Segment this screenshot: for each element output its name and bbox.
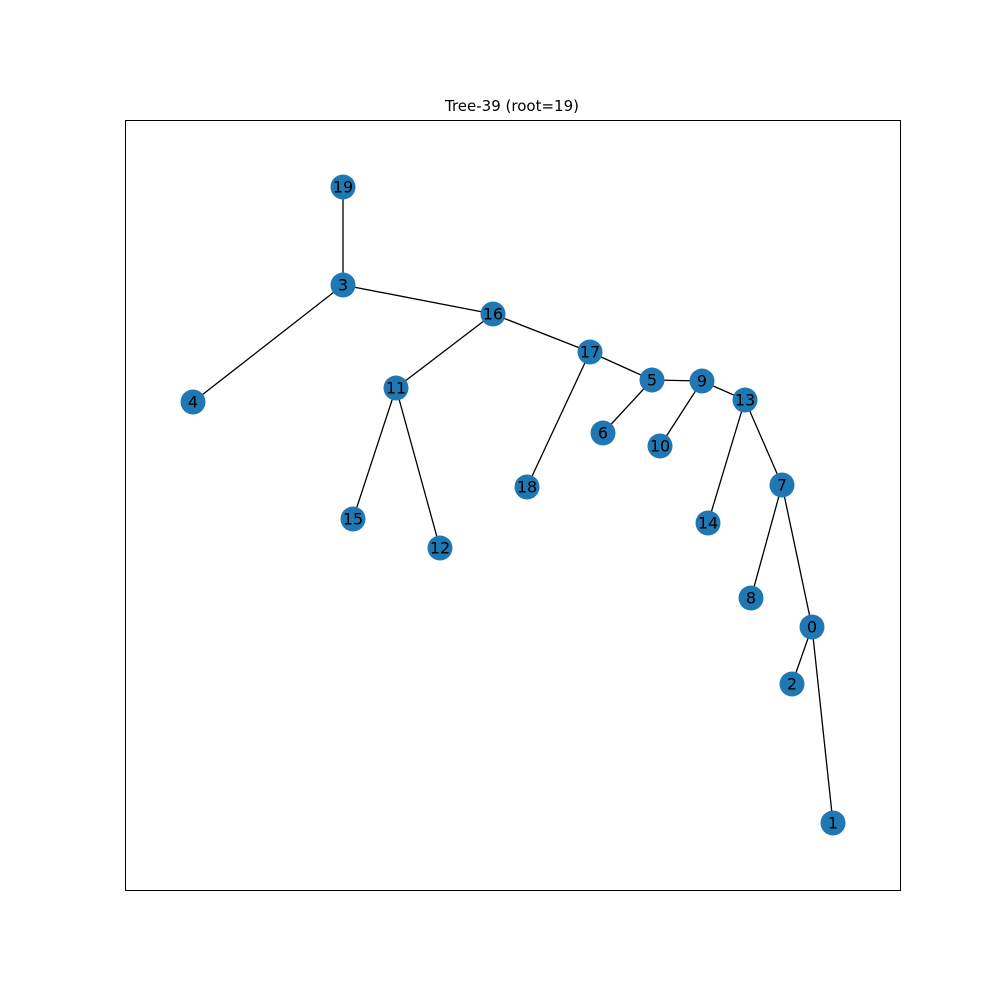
node-circle <box>340 506 366 532</box>
node-circle <box>330 174 356 200</box>
node-label: 7 <box>777 476 787 495</box>
node-circle <box>180 389 206 415</box>
node-label: 15 <box>343 510 363 529</box>
node-4: 4 <box>180 389 206 415</box>
edge-11-15 <box>352 387 397 520</box>
node-label: 16 <box>483 305 503 324</box>
edge-7-8 <box>750 484 783 599</box>
node-7: 7 <box>769 472 795 498</box>
node-14: 14 <box>695 510 721 536</box>
edge-3-4 <box>192 284 344 403</box>
node-10: 10 <box>647 433 673 459</box>
node-17: 17 <box>577 339 603 365</box>
node-circle <box>330 272 356 298</box>
node-2: 2 <box>779 671 805 697</box>
node-circle <box>695 510 721 536</box>
node-label: 18 <box>517 478 537 497</box>
node-label: 19 <box>333 178 353 197</box>
axes-frame <box>125 120 901 891</box>
edge-9-10 <box>659 380 703 447</box>
node-label: 11 <box>386 379 406 398</box>
node-12: 12 <box>427 535 453 561</box>
node-9: 9 <box>689 368 715 394</box>
node-label: 3 <box>338 276 348 295</box>
node-label: 2 <box>787 675 797 694</box>
node-11: 11 <box>383 375 409 401</box>
node-1: 1 <box>820 810 846 836</box>
node-15: 15 <box>340 506 366 532</box>
node-label: 14 <box>698 514 718 533</box>
edge-13-14 <box>707 399 746 524</box>
node-circle <box>590 420 616 446</box>
node-label: 5 <box>647 371 657 390</box>
node-circle <box>799 614 825 640</box>
node-circle <box>732 387 758 413</box>
node-circle <box>514 474 540 500</box>
node-label: 17 <box>580 343 600 362</box>
node-label: 0 <box>807 618 817 637</box>
node-6: 6 <box>590 420 616 446</box>
node-label: 4 <box>188 393 198 412</box>
node-circle <box>820 810 846 836</box>
node-circle <box>738 585 764 611</box>
edge-7-0 <box>781 484 813 628</box>
node-label: 8 <box>746 589 756 608</box>
edge-17-18 <box>526 351 591 488</box>
node-circle <box>427 535 453 561</box>
node-18: 18 <box>514 474 540 500</box>
node-5: 5 <box>639 367 665 393</box>
node-3: 3 <box>330 272 356 298</box>
nodes-layer: 19 3 4 16 11 15 12 17 18 5 6 9 10 13 14 7 8 0 2 1 <box>180 174 846 836</box>
node-circle <box>639 367 665 393</box>
node-circle <box>480 301 506 327</box>
node-circle <box>769 472 795 498</box>
edge-13-7 <box>744 399 783 486</box>
node-13: 13 <box>732 387 758 413</box>
node-label: 13 <box>735 391 755 410</box>
node-label: 10 <box>650 437 670 456</box>
edge-16-17 <box>492 313 591 353</box>
node-circle <box>779 671 805 697</box>
node-circle <box>577 339 603 365</box>
node-19: 19 <box>330 174 356 200</box>
node-16: 16 <box>480 301 506 327</box>
node-label: 1 <box>828 814 838 833</box>
edge-0-1 <box>811 626 834 824</box>
edges-layer <box>192 187 834 824</box>
node-8: 8 <box>738 585 764 611</box>
node-label: 12 <box>430 539 450 558</box>
node-0: 0 <box>799 614 825 640</box>
node-label: 6 <box>598 424 608 443</box>
edge-11-12 <box>395 387 441 549</box>
node-circle <box>383 375 409 401</box>
node-circle <box>647 433 673 459</box>
edge-3-16 <box>342 284 494 315</box>
edge-16-11 <box>395 313 494 389</box>
figure-title: Tree-39 (root=19) <box>444 97 579 115</box>
node-circle <box>689 368 715 394</box>
node-label: 9 <box>697 372 707 391</box>
